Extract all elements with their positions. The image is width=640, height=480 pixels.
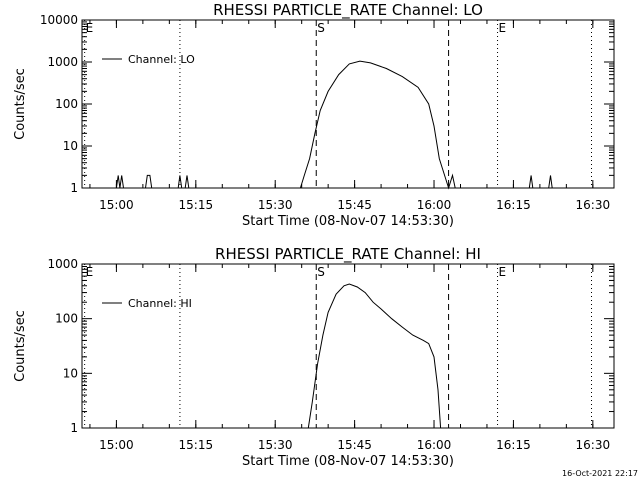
marker-label: E <box>499 21 507 35</box>
marker-label: S <box>317 21 325 35</box>
x-tick-label: 15:30 <box>258 438 293 452</box>
marker-label: S <box>317 265 325 279</box>
x-tick-label: 16:15 <box>496 198 531 212</box>
x-tick-label: 16:00 <box>417 438 452 452</box>
y-tick-label: 100 <box>55 97 78 111</box>
y-tick-label: 1000 <box>47 55 78 69</box>
marker-label: E <box>499 265 507 279</box>
x-axis-label: Start Time (08-Nov-07 14:53:30) <box>242 454 454 469</box>
panel-hi: RHESSI PARTICLE_RATE Channel: HI Start Ti… <box>13 245 615 469</box>
series-line <box>307 283 442 429</box>
y-tick-label: 1 <box>70 181 78 195</box>
series-line <box>115 60 553 190</box>
timestamp-footer: 16-Oct-2021 22:17 <box>562 469 638 478</box>
panel-lo: RHESSI PARTICLE_RATE Channel: LO Start Ti… <box>13 1 615 229</box>
x-tick-label: 16:30 <box>576 198 611 212</box>
x-tick-label: 16:30 <box>576 438 611 452</box>
y-axis-label: Counts/sec <box>13 310 28 382</box>
plot-frame <box>81 19 615 189</box>
legend-label: Channel: HI <box>128 297 192 310</box>
y-tick-label: 100 <box>55 312 78 326</box>
y-tick-label: 10 <box>63 139 78 153</box>
x-tick-label: 16:15 <box>496 438 531 452</box>
x-axis-label: Start Time (08-Nov-07 14:53:30) <box>242 214 454 229</box>
x-tick-label: 15:15 <box>179 438 214 452</box>
y-tick-label: 1000 <box>47 257 78 271</box>
x-tick-label: 15:00 <box>99 198 134 212</box>
x-tick-label: 16:00 <box>417 198 452 212</box>
x-tick-label: 15:45 <box>337 198 372 212</box>
x-tick-label: 15:00 <box>99 438 134 452</box>
y-tick-label: 10000 <box>40 13 78 27</box>
chart-title: RHESSI PARTICLE_RATE Channel: LO <box>213 1 483 20</box>
marker-label: E <box>86 21 94 35</box>
y-tick-label: 10 <box>63 366 78 380</box>
y-tick-label: 1 <box>70 421 78 435</box>
chart-title: RHESSI PARTICLE_RATE Channel: HI <box>215 245 481 264</box>
x-tick-label: 15:45 <box>337 438 372 452</box>
x-tick-label: 15:30 <box>258 198 293 212</box>
marker-label: E <box>86 265 94 279</box>
y-axis-label: Counts/sec <box>13 68 28 140</box>
legend-label: Channel: LO <box>128 53 195 66</box>
x-tick-label: 15:15 <box>179 198 214 212</box>
plot-frame <box>81 263 615 429</box>
